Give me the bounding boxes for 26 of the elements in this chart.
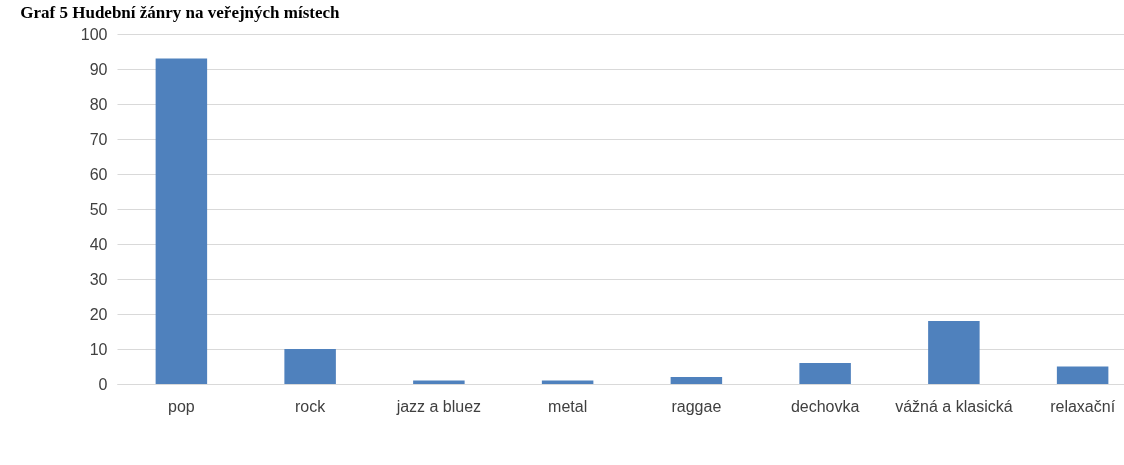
x-tick-label: dechovka	[790, 397, 860, 415]
y-tick-label: 20	[89, 305, 108, 323]
bar	[284, 349, 336, 384]
y-tick-label: 70	[89, 130, 108, 148]
x-tick-label: relaxační	[1050, 397, 1116, 415]
y-tick-label: 80	[89, 95, 108, 113]
x-tick-label: raggae	[671, 397, 722, 415]
x-tick-label: rock	[295, 397, 327, 415]
x-tick-label: vážná a klasická	[895, 397, 1013, 415]
y-tick-label: 30	[89, 270, 108, 288]
bar	[155, 58, 208, 384]
bar	[670, 377, 723, 384]
bar	[1056, 366, 1109, 384]
x-tick-label: metal	[548, 397, 588, 415]
x-tick-label: pop	[168, 397, 195, 415]
bar	[928, 321, 980, 384]
y-tick-label: 40	[89, 235, 108, 253]
y-tick-label: 90	[89, 60, 108, 78]
y-tick-label: 100	[80, 25, 108, 43]
bar	[799, 363, 851, 384]
y-tick-label: 0	[98, 375, 108, 393]
y-tick-label: 50	[89, 200, 108, 218]
chart-title: Graf 5 Hudební žánry na veřejných místech	[20, 3, 341, 22]
y-tick-label: 10	[89, 340, 108, 358]
y-tick-label: 60	[89, 165, 108, 183]
x-tick-label: jazz a bluez	[395, 397, 482, 415]
